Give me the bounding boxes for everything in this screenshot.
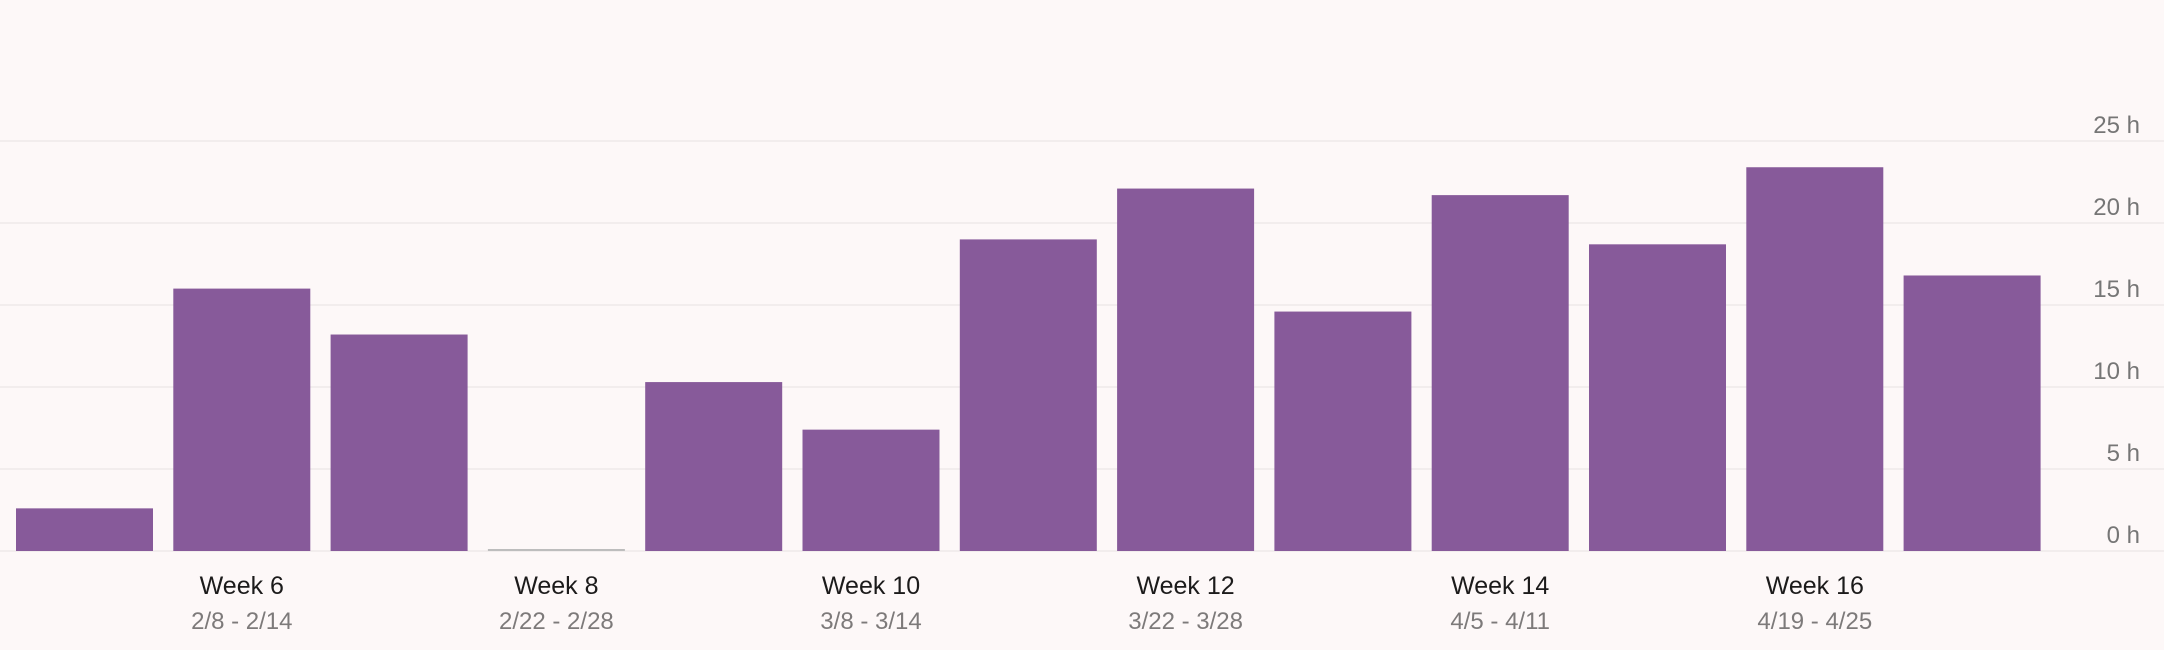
- bar-1: [16, 508, 153, 551]
- x-tick-date-range: 4/5 - 4/11: [1450, 608, 1550, 635]
- bar-2: [173, 288, 311, 551]
- x-tick-week-label: Week 12: [1136, 572, 1234, 600]
- x-tick-date-range: 4/19 - 4/25: [1757, 608, 1872, 635]
- bar-9: [1274, 311, 1412, 551]
- x-tick-week-label: Week 14: [1451, 572, 1549, 600]
- x-tick-date-range: 3/22 - 3/28: [1128, 608, 1243, 635]
- bar-7: [959, 239, 1097, 551]
- bar-8: [1117, 188, 1255, 551]
- y-tick-label: 15 h: [2093, 276, 2140, 303]
- bar-12: [1746, 167, 1884, 552]
- x-tick-week-label: Week 6: [200, 572, 284, 600]
- x-tick-date-range: 3/8 - 3/14: [820, 608, 921, 635]
- bar-10: [1431, 195, 1569, 551]
- y-tick-label: 10 h: [2093, 358, 2140, 385]
- y-tick-label: 25 h: [2093, 112, 2140, 139]
- bar-4: [487, 549, 625, 551]
- bar-11: [1589, 244, 1726, 551]
- y-axis-ticks: 0 h 5 h 10 h 15 h 20 h 25 h: [2093, 112, 2140, 549]
- y-tick-label: 5 h: [2107, 440, 2140, 467]
- y-tick-label: 20 h: [2093, 194, 2140, 221]
- bar-5: [645, 382, 783, 551]
- x-tick-date-range: 2/8 - 2/14: [191, 608, 292, 635]
- y-tick-label: 0 h: [2107, 522, 2140, 549]
- x-tick-date-range: 2/22 - 2/28: [499, 608, 614, 635]
- bar-6: [802, 429, 940, 551]
- bar-3: [330, 334, 468, 551]
- x-tick-week-label: Week 16: [1766, 572, 1864, 600]
- x-tick-week-label: Week 10: [822, 572, 920, 600]
- bars: [16, 167, 2041, 552]
- bar-13: [1903, 275, 2041, 551]
- x-tick-week-label: Week 8: [514, 572, 598, 600]
- x-axis-ticks: Week 6 2/8 - 2/14 Week 8 2/22 - 2/28 Week 10…: [191, 572, 1872, 635]
